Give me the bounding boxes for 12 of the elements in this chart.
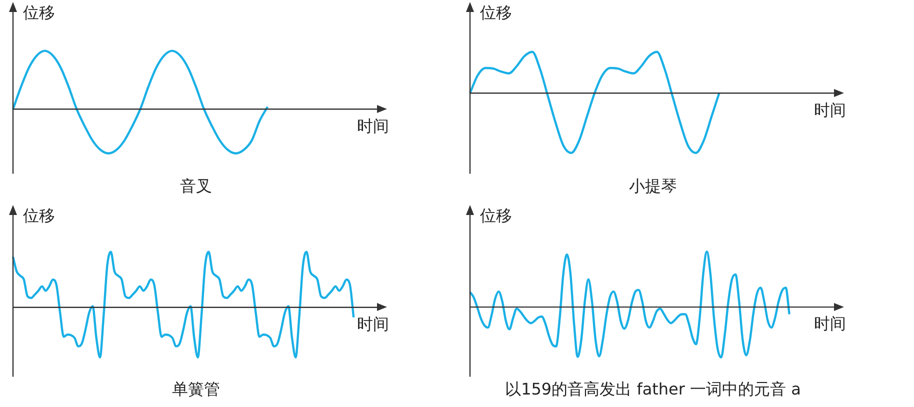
x-axis-title: 时间 — [814, 314, 846, 334]
y-axis-title: 位移 — [480, 3, 512, 22]
text: 小提琴 — [629, 176, 677, 196]
y-axis-title: 位移 — [23, 206, 55, 226]
text: 单簧管 — [172, 380, 220, 399]
x-axis-title: 时间 — [357, 314, 389, 334]
y-axis-title: 位移 — [480, 206, 512, 226]
x-axis-title: 时间 — [814, 100, 846, 120]
y-axis-title: 位移 — [23, 3, 55, 22]
x-axis-title: 时间 — [357, 116, 389, 136]
text: 音叉 — [180, 176, 212, 196]
text: 以159的音高发出 father 一词中的元音 a — [505, 380, 801, 399]
